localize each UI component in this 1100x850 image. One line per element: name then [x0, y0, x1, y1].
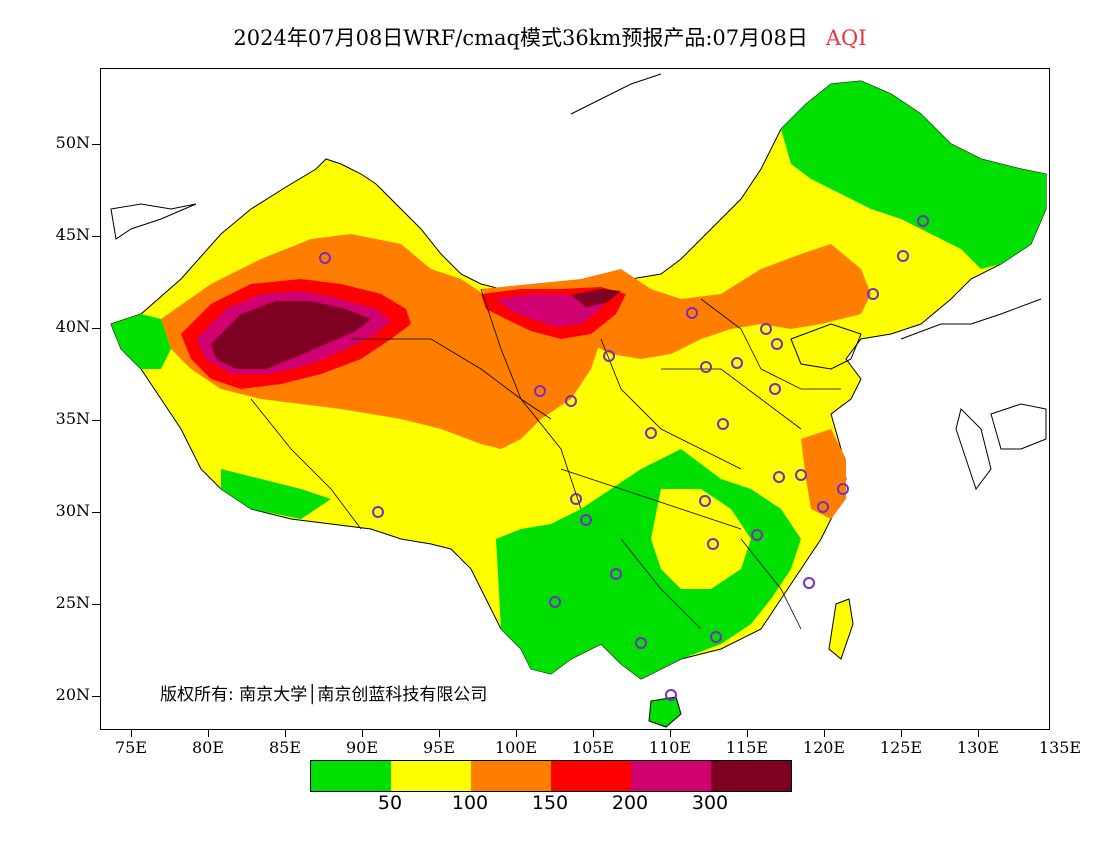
lat-tick	[92, 512, 100, 513]
legend-swatch-very-unhealthy	[631, 761, 711, 791]
legend-swatch-sensitive	[471, 761, 551, 791]
aqi-map-svg	[110, 73, 1047, 728]
lon-tick	[362, 730, 363, 737]
lat-label-25n: 25N	[55, 593, 90, 612]
lon-label-135e: 135E	[1038, 738, 1082, 757]
aqi-legend-bar	[310, 760, 792, 792]
region-orange-east	[801, 429, 846, 519]
lon-label-75e: 75E	[114, 738, 148, 757]
lon-label-100e: 100E	[494, 738, 538, 757]
chart-title: 2024年07月08日WRF/cmaq模式36km预报产品:07月08日 AQI	[0, 22, 1100, 52]
region-green-west-edge	[111, 314, 171, 369]
station-markers	[319, 215, 929, 701]
lon-tick	[824, 730, 825, 737]
region-hainan	[648, 696, 682, 728]
lat-label-45n: 45N	[55, 225, 90, 244]
legend-label-150: 150	[531, 792, 569, 814]
legend-label-300: 300	[691, 792, 729, 814]
lon-label-115e: 115E	[725, 738, 769, 757]
lon-label-105e: 105E	[571, 738, 615, 757]
lat-tick	[92, 420, 100, 421]
region-purple-north	[496, 294, 606, 327]
lon-tick	[439, 730, 440, 737]
legend-label-200: 200	[611, 792, 649, 814]
lon-label-110e: 110E	[648, 738, 692, 757]
legend-label-50: 50	[377, 792, 403, 814]
lat-tick	[92, 144, 100, 145]
region-maroon-west	[211, 301, 371, 369]
copyright-text: 版权所有: 南京大学│南京创蓝科技有限公司	[160, 685, 488, 705]
province-boundaries	[250, 288, 841, 630]
region-green-northeast	[781, 81, 1046, 269]
lat-label-20n: 20N	[55, 685, 90, 704]
lat-tick	[92, 328, 100, 329]
lat-tick	[92, 604, 100, 605]
title-main: 2024年07月08日WRF/cmaq模式36km预报产品:07月08日	[233, 26, 808, 50]
lat-label-40n: 40N	[55, 317, 90, 336]
legend-swatch-unhealthy	[551, 761, 631, 791]
lat-tick	[92, 236, 100, 237]
legend-swatch-good	[311, 761, 391, 791]
lon-label-90e: 90E	[345, 738, 379, 757]
region-yellow-south-patch	[651, 489, 751, 589]
region-taiwan	[828, 598, 854, 660]
lon-label-125e: 125E	[879, 738, 923, 757]
lat-tick	[92, 696, 100, 697]
region-green-tibet	[221, 469, 331, 519]
legend-swatch-moderate	[391, 761, 471, 791]
lon-label-95e: 95E	[422, 738, 456, 757]
lat-label-35n: 35N	[55, 409, 90, 428]
legend-swatch-hazardous	[711, 761, 791, 791]
lon-tick	[747, 730, 748, 737]
lon-tick	[131, 730, 132, 737]
lat-label-50n: 50N	[55, 133, 90, 152]
lon-tick	[208, 730, 209, 737]
aqi-map[interactable]	[100, 68, 1050, 730]
lon-tick	[285, 730, 286, 737]
lon-tick	[901, 730, 902, 737]
lon-label-80e: 80E	[191, 738, 225, 757]
neighbor-coastlines	[110, 73, 1047, 491]
region-maroon-north	[571, 289, 621, 307]
legend-label-100: 100	[451, 792, 489, 814]
lon-tick	[978, 730, 979, 737]
lon-label-85e: 85E	[268, 738, 302, 757]
lat-label-30n: 30N	[55, 501, 90, 520]
lon-tick	[516, 730, 517, 737]
title-variable: AQI	[825, 26, 867, 50]
lon-tick	[593, 730, 594, 737]
lon-label-130e: 130E	[956, 738, 1000, 757]
lon-label-120e: 120E	[802, 738, 846, 757]
lon-tick	[670, 730, 671, 737]
